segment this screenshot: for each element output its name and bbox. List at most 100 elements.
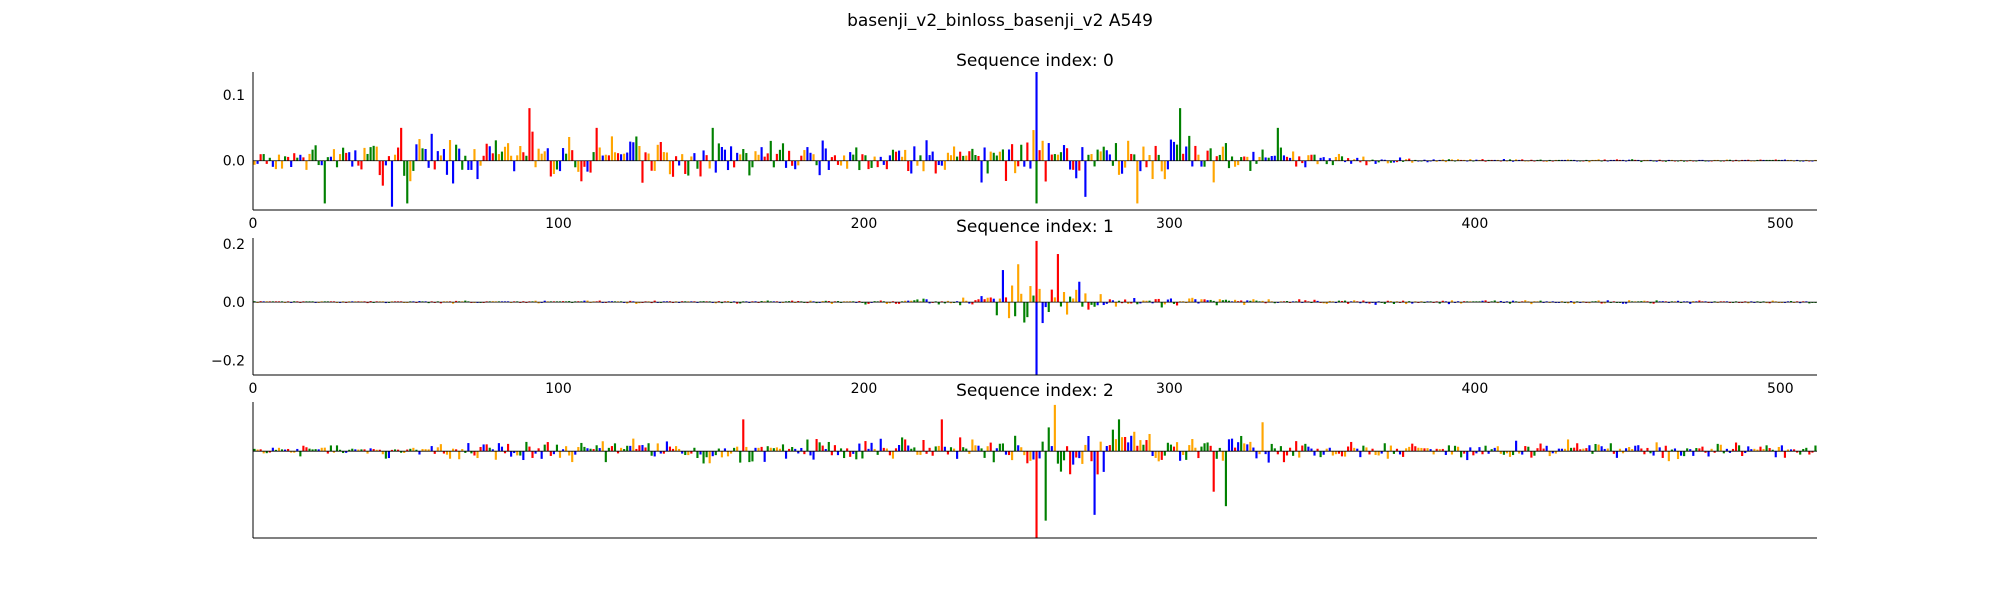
peak-mark — [742, 419, 745, 452]
letter-mark — [870, 442, 873, 452]
letter-mark — [1380, 451, 1383, 454]
letter-mark — [412, 160, 415, 171]
attribution-marks-0 — [253, 72, 1817, 207]
letter-mark — [766, 446, 769, 452]
letter-mark — [998, 443, 1001, 452]
letter-mark — [1102, 451, 1105, 472]
letter-mark — [949, 155, 953, 161]
letter-mark — [1276, 451, 1279, 455]
letter-mark — [1725, 448, 1728, 452]
letter-mark — [1566, 439, 1570, 452]
letter-mark — [390, 449, 394, 452]
letter-mark — [458, 451, 461, 460]
letter-mark — [705, 155, 708, 161]
letter-mark — [1731, 448, 1735, 452]
peak-mark — [1035, 302, 1038, 375]
letter-mark — [757, 154, 760, 161]
letter-mark — [1432, 451, 1435, 455]
letter-mark — [1441, 159, 1444, 161]
letter-mark — [1209, 299, 1212, 303]
letter-mark — [1160, 302, 1163, 308]
letter-mark — [571, 451, 574, 463]
letter-mark — [891, 301, 895, 303]
letter-mark — [1625, 448, 1628, 452]
letter-mark — [791, 300, 794, 303]
letter-mark — [479, 160, 482, 166]
peak-mark — [1261, 422, 1264, 452]
panel-1: Sequence index: 1 0 100 200 300 400 500 0.2 0.0 −… — [211, 217, 1817, 397]
letter-mark — [888, 451, 891, 456]
letter-mark — [1252, 299, 1255, 303]
letter-mark — [1059, 152, 1063, 161]
letter-mark — [1032, 130, 1035, 161]
letter-mark — [788, 150, 791, 161]
letter-mark — [1151, 302, 1154, 304]
letter-mark — [974, 300, 977, 303]
letter-mark — [375, 449, 378, 452]
x-tick-label: 300 — [1156, 381, 1183, 397]
letter-mark — [519, 146, 522, 161]
letter-mark — [1374, 302, 1377, 305]
letter-mark — [1368, 451, 1371, 455]
letter-mark — [1197, 154, 1200, 161]
letter-mark — [1163, 302, 1166, 305]
letter-mark — [885, 160, 888, 170]
letter-mark — [772, 448, 775, 452]
letter-mark — [1386, 160, 1389, 164]
letter-mark — [558, 451, 562, 458]
letter-mark — [503, 146, 507, 161]
letter-mark — [809, 300, 812, 303]
letter-mark — [1505, 451, 1509, 454]
letter-mark — [1194, 145, 1197, 161]
letter-mark — [739, 154, 742, 161]
letter-mark — [439, 155, 442, 161]
letter-mark — [1511, 160, 1515, 162]
letter-mark — [791, 160, 794, 166]
letter-mark — [778, 149, 782, 161]
letter-mark — [543, 300, 546, 303]
y-tick-label: 0.1 — [223, 88, 245, 104]
letter-mark — [473, 149, 476, 161]
letter-mark — [1362, 300, 1365, 303]
letter-mark — [1646, 301, 1649, 303]
letter-mark — [384, 451, 387, 459]
letter-mark — [1069, 160, 1072, 170]
letter-mark — [284, 156, 287, 161]
letter-mark — [934, 160, 937, 174]
letter-mark — [601, 441, 604, 452]
letter-mark — [968, 151, 971, 161]
letter-mark — [1670, 449, 1673, 452]
letter-mark — [1029, 451, 1032, 461]
letter-mark — [1438, 449, 1441, 452]
letter-mark — [693, 447, 696, 452]
letter-mark — [604, 154, 607, 161]
letter-mark — [311, 149, 314, 161]
letter-mark — [586, 448, 589, 452]
letter-mark — [1038, 451, 1041, 459]
letter-mark — [1325, 302, 1328, 304]
letter-mark — [1334, 451, 1337, 455]
letter-mark — [971, 148, 974, 161]
letter-mark — [800, 447, 803, 452]
letter-mark — [1215, 156, 1218, 161]
letter-mark — [1270, 156, 1273, 161]
letter-mark — [1185, 451, 1188, 460]
letter-mark — [1237, 301, 1240, 303]
letter-mark — [1481, 451, 1484, 455]
peak-mark — [940, 419, 943, 452]
x-tick-label: 400 — [1462, 216, 1489, 232]
letter-mark — [491, 153, 494, 161]
letter-mark — [797, 160, 800, 166]
letter-mark — [1111, 160, 1114, 166]
letter-mark — [537, 448, 540, 452]
letter-mark — [1224, 143, 1227, 161]
letter-mark — [1075, 289, 1078, 303]
letter-mark — [1212, 160, 1215, 183]
letter-mark — [1047, 143, 1050, 161]
letter-mark — [1744, 451, 1747, 454]
letter-mark — [1496, 446, 1499, 452]
peak-mark — [390, 160, 394, 207]
letter-mark — [983, 147, 986, 161]
letter-mark — [1331, 160, 1334, 166]
letter-mark — [635, 302, 638, 304]
